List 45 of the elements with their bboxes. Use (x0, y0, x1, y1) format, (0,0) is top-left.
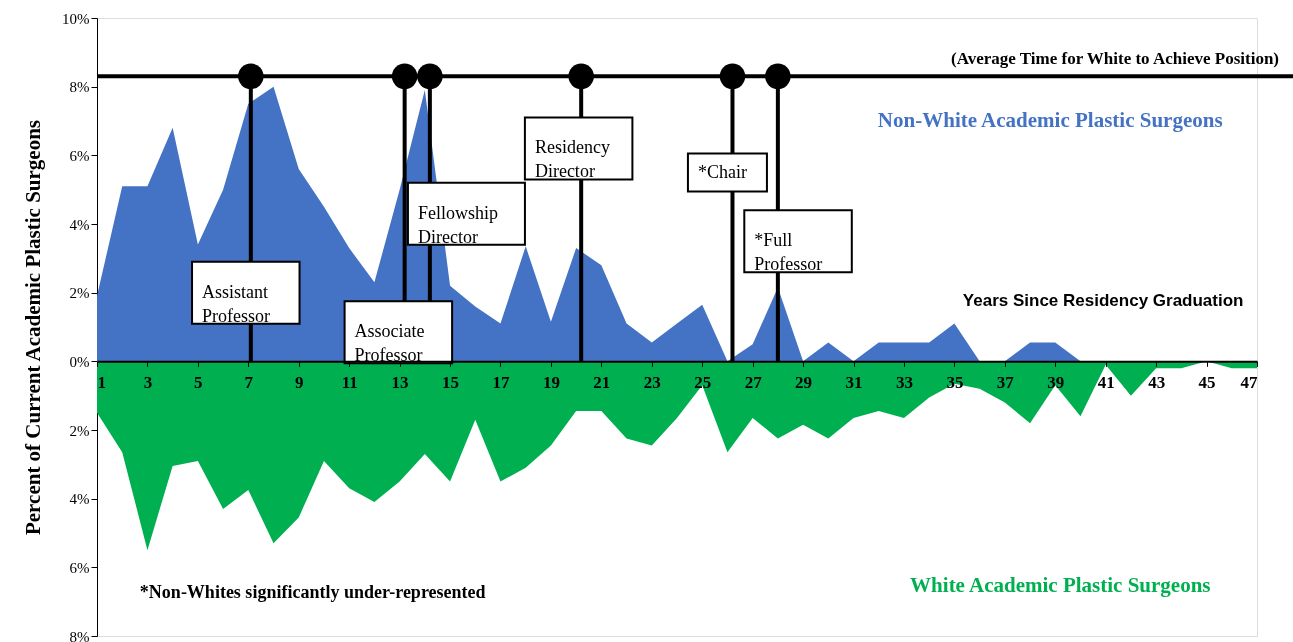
ref-line-label: Assistant Professor (202, 281, 271, 326)
x-tick-label: 33 (895, 372, 913, 392)
x-tick-label: 19 (542, 372, 560, 392)
annotation: *Non-Whites significantly under-represented (139, 582, 486, 603)
ref-line-label: Associate Professor (354, 321, 425, 366)
x-tick-label: 5 (194, 372, 203, 392)
y-tick-label: 6% (69, 559, 90, 576)
x-tick-label: 25 (694, 372, 712, 392)
x-tick-label: 7 (244, 372, 254, 392)
y-tick-label: 2% (69, 285, 90, 302)
x-tick-label: 9 (294, 372, 304, 392)
x-tick-label: 21 (593, 372, 611, 392)
y-tick-label: 8% (69, 79, 90, 96)
x-tick-label: 17 (492, 372, 510, 392)
x-tick-label: 43 (1148, 372, 1166, 392)
ref-line-label: Residency Director (534, 137, 610, 182)
y-tick-label: 6% (69, 147, 90, 164)
text: Non-White Academic Plastic Surgeons (877, 108, 1223, 132)
x-tick-label: 39 (1047, 372, 1065, 392)
x-tick-label: 23 (643, 372, 661, 392)
text: White Academic Plastic Surgeons (910, 573, 1211, 598)
ref-line-label: (Average Time for White to Achieve Position) (951, 49, 1279, 69)
x-tick-label: 27 (744, 372, 763, 392)
x-tick-label: 3 (143, 372, 153, 392)
y-tick-label: 10% (62, 10, 90, 27)
x-tick-label: 47 (1240, 372, 1258, 392)
x-tick-label: 41 (1097, 372, 1115, 392)
y-tick-label: 4% (69, 491, 90, 508)
y-tick-label: 8% (69, 628, 90, 642)
y-axis-title: Percent of Current Academic Plastic Surgeons (21, 119, 45, 536)
x-tick-label: 15 (442, 372, 460, 392)
ref-line-label: *Chair (697, 161, 747, 182)
x-tick-label: 31 (845, 372, 863, 392)
ref-line-label: *Full Professor (754, 230, 823, 275)
y-tick-label: 0% (69, 353, 90, 370)
y-tick-label: 4% (69, 216, 90, 233)
x-tick-label: 29 (795, 372, 813, 392)
x-tick-label: 11 (341, 372, 358, 392)
x-tick-label: 13 (391, 372, 409, 392)
ref-line-label: Fellowship Director (417, 202, 498, 247)
x-tick-label: 45 (1198, 372, 1216, 392)
y-tick-label: 2% (69, 422, 90, 439)
x-tick-label: 1 (97, 372, 106, 392)
x-axis-title: Years Since Residency Graduation (962, 291, 1244, 311)
x-tick-label: 37 (996, 372, 1015, 392)
